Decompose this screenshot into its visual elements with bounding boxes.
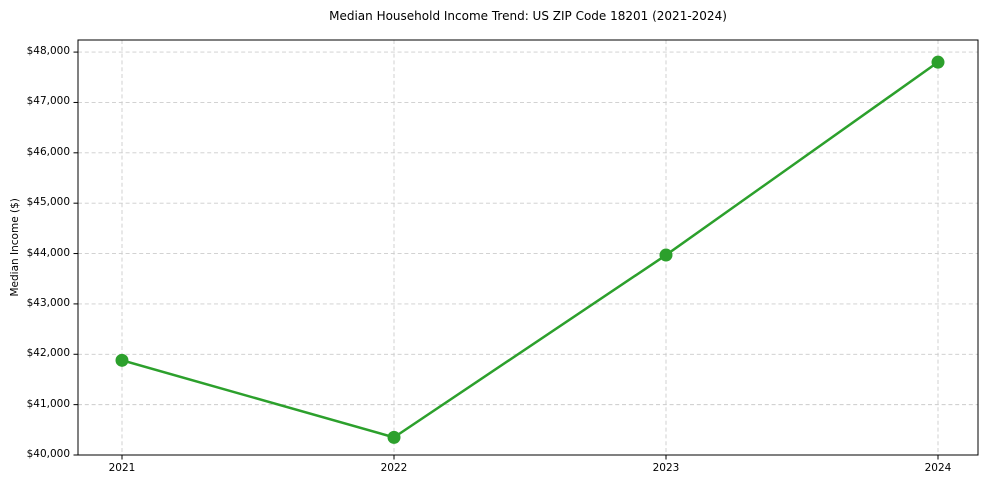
x-tick-label: 2021 bbox=[108, 462, 136, 474]
y-tick-label: $41,000 bbox=[26, 397, 70, 410]
data-point-marker bbox=[387, 430, 401, 444]
data-point-marker bbox=[115, 353, 129, 367]
x-tick-label: 2024 bbox=[924, 462, 952, 474]
y-tick-label: $43,000 bbox=[26, 296, 70, 309]
chart-title: Median Household Income Trend: US ZIP Co… bbox=[329, 9, 727, 23]
y-tick-label: $40,000 bbox=[26, 448, 70, 460]
income-trend-line bbox=[120, 60, 940, 439]
x-tick-label: 2023 bbox=[652, 462, 680, 474]
y-tick-label: $44,000 bbox=[26, 246, 70, 259]
y-tick-label: $45,000 bbox=[26, 196, 70, 209]
x-tick-label: 2022 bbox=[380, 462, 408, 474]
y-tick-label: $47,000 bbox=[26, 95, 70, 108]
data-point-marker bbox=[931, 55, 945, 69]
data-point-marker bbox=[659, 248, 673, 262]
y-tick-label: $42,000 bbox=[26, 347, 70, 360]
y-tick-label: $48,000 bbox=[26, 45, 70, 58]
y-tick-label: $46,000 bbox=[26, 145, 70, 158]
axes-border bbox=[77, 39, 979, 456]
